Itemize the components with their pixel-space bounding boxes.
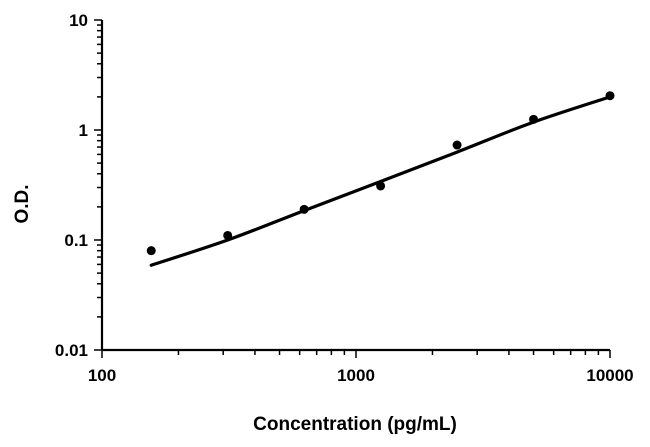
y-tick-label: 1 (79, 121, 88, 140)
x-axis-title: Concentration (pg/mL) (253, 414, 457, 435)
ticks (94, 19, 611, 358)
data-point (223, 230, 233, 240)
y-tick-label: 10 (69, 11, 88, 30)
data-point (452, 140, 462, 150)
x-tick-label: 100 (88, 366, 116, 385)
axes (100, 20, 610, 352)
fit-curve-line (149, 95, 612, 267)
y-tick-label: 0.1 (64, 231, 88, 250)
data-point (146, 246, 156, 256)
data-point (376, 181, 386, 191)
data-point (605, 91, 615, 101)
tick-labels: 0.01 0.1 1 10 100 1000 10000 (55, 11, 634, 385)
data-points (146, 91, 615, 256)
data-point (529, 114, 539, 124)
data-point (299, 204, 309, 214)
y-axis-title: O.D. (12, 184, 33, 223)
y-tick-label: 0.01 (55, 341, 88, 360)
x-tick-label: 10000 (586, 366, 633, 385)
x-tick-label: 1000 (337, 366, 375, 385)
